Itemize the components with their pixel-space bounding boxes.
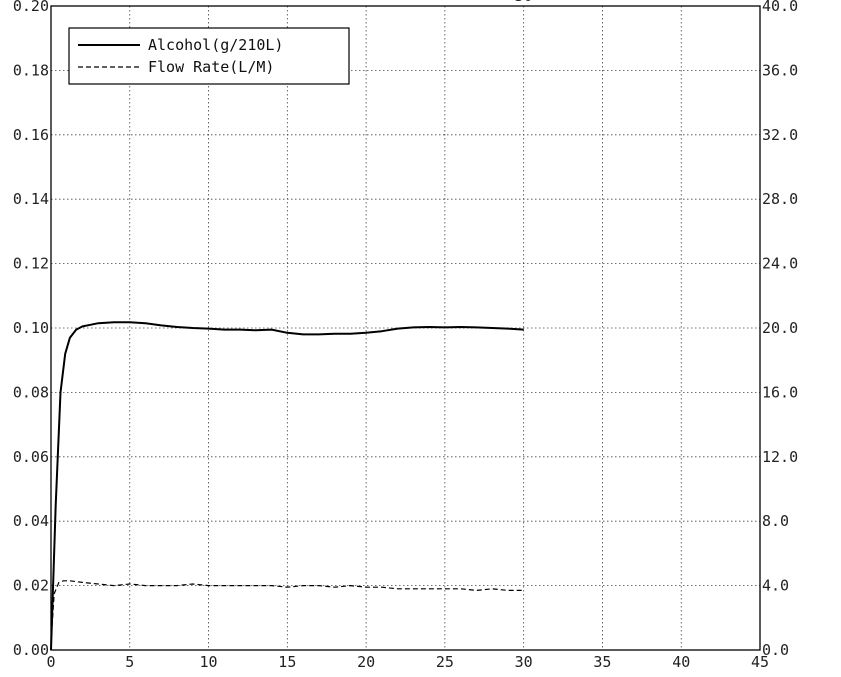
x-tick-label: 0 <box>46 653 55 671</box>
y-right-tick-label: 36.0 <box>762 61 798 79</box>
y-left-tick-label: 0.18 <box>13 61 49 79</box>
y-left-tick-label: 0.10 <box>13 319 49 337</box>
y-left-tick-label: 0.00 <box>13 641 49 659</box>
series-line-alcohol <box>50 321 524 651</box>
top-tick-label: 30 <box>515 0 533 5</box>
y-left-tick-label: 0.14 <box>13 190 49 208</box>
y-right-tick-label: 28.0 <box>762 190 798 208</box>
y-left-tick-label: 0.02 <box>13 577 49 595</box>
y-right-tick-label: 32.0 <box>762 126 798 144</box>
x-tick-label: 45 <box>751 653 769 671</box>
x-tick-label: 20 <box>357 653 375 671</box>
y-right-tick-label: 20.0 <box>762 319 798 337</box>
x-tick-label: 30 <box>515 653 533 671</box>
y-left-tick-label: 0.20 <box>13 0 49 15</box>
y-right-tick-label: 40.0 <box>762 0 798 15</box>
x-tick-label: 10 <box>200 653 218 671</box>
legend-label-flow-rate: Flow Rate(L/M) <box>148 58 274 76</box>
x-tick-label: 25 <box>436 653 454 671</box>
x-tick-label: 5 <box>125 653 134 671</box>
plot-frame <box>50 5 761 651</box>
y-right-tick-label: 0.0 <box>762 641 789 659</box>
y-right-tick-label: 16.0 <box>762 383 798 401</box>
legend-label-alcohol: Alcohol(g/210L) <box>148 36 283 54</box>
y-left-tick-label: 0.04 <box>13 512 49 530</box>
y-left-tick-label: 0.06 <box>13 448 49 466</box>
x-tick-label: 15 <box>278 653 296 671</box>
series-layer <box>50 321 524 651</box>
y-left-tick-label: 0.16 <box>13 126 49 144</box>
y-right-tick-label: 24.0 <box>762 255 798 273</box>
y-left-tick-label: 0.08 <box>13 383 49 401</box>
legend-box <box>68 27 350 85</box>
series-line-flow-rate <box>50 580 524 643</box>
y-right-tick-label: 12.0 <box>762 448 798 466</box>
x-tick-label: 35 <box>593 653 611 671</box>
grid-lines <box>51 6 760 650</box>
legend: Alcohol(g/210L) Flow Rate(L/M) <box>68 27 350 85</box>
y-right-tick-label: 4.0 <box>762 577 789 595</box>
y-left-tick-label: 0.12 <box>13 255 49 273</box>
x-tick-label: 40 <box>672 653 690 671</box>
y-right-tick-label: 8.0 <box>762 512 789 530</box>
axis-labels: 051015202530354045300.000.020.040.060.08… <box>13 0 798 671</box>
